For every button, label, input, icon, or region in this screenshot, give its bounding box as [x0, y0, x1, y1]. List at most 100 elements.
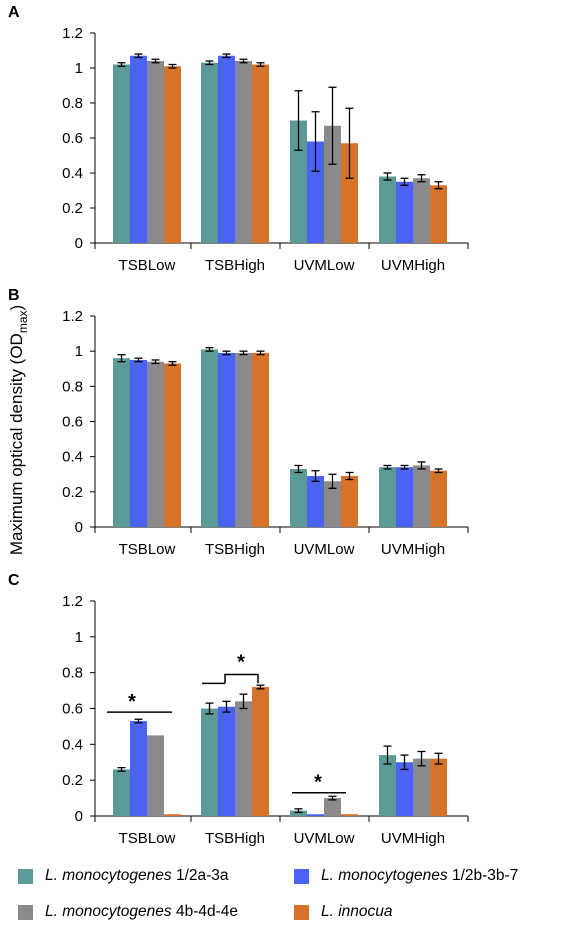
x-tick-label: TSBLow — [119, 830, 176, 847]
bar — [324, 798, 341, 816]
bar — [290, 468, 307, 527]
bar — [379, 755, 396, 816]
y-tick-label: 0 — [75, 519, 83, 536]
y-tick-label: 0.6 — [62, 414, 83, 431]
legend-swatch-4 — [294, 904, 309, 920]
legend-rest-1: 1/2a-3a — [171, 867, 229, 884]
panel-C: C 0 0.2 0.4 0.6 0.8 1 1.2 TSBLow TSBHigh UVMLow UVM… — [8, 572, 469, 847]
bar — [201, 349, 218, 527]
panel-A: A 0 0.2 0.4 0.6 0.8 1 1.2 TSBLow TSBHigh UVMLow UVM… — [8, 4, 469, 274]
legend-swatch-2 — [294, 868, 309, 884]
bar — [235, 61, 252, 243]
bar — [164, 66, 181, 243]
y-axis-label-suffix: ) — [7, 305, 26, 311]
bar — [379, 176, 396, 243]
x-tick-label: UVMLow — [294, 830, 355, 847]
bar — [341, 814, 358, 816]
bar — [252, 687, 269, 816]
y-tick-label: 1.2 — [62, 25, 83, 42]
bar — [413, 178, 430, 243]
bar — [396, 181, 413, 243]
legend-italic-4: L. innocua — [321, 903, 393, 920]
bar — [252, 64, 269, 243]
bar — [130, 55, 147, 243]
x-tick-label: TSBHigh — [205, 830, 265, 847]
bar — [164, 814, 181, 816]
bar — [396, 467, 413, 527]
bar — [218, 55, 235, 243]
bar — [307, 476, 324, 527]
x-tick-label: TSBLow — [119, 257, 176, 274]
bar — [147, 61, 164, 243]
legend: L. monocytogenes 1/2a-3a L. monocytogene… — [18, 864, 558, 934]
x-tick-label: TSBLow — [119, 541, 176, 558]
legend-italic-2: L. monocytogenes — [321, 867, 448, 884]
bar — [201, 708, 218, 816]
panel-label-C: C — [8, 572, 20, 589]
y-tick-label: 0.4 — [62, 449, 83, 466]
significance-star: * — [314, 772, 322, 794]
bar — [430, 185, 447, 243]
x-tick-label: UVMLow — [294, 541, 355, 558]
bar — [341, 143, 358, 243]
panel-B: B 0 0.2 0.4 0.6 0.8 1 1.2 TSBLow TSBHigh UVMLow UVM… — [8, 287, 469, 558]
legend-swatch-1 — [18, 868, 33, 884]
y-tick-label: 0.6 — [62, 701, 83, 718]
y-axis-label: Maximum optical density (ODmax) — [7, 305, 30, 555]
panel-label-B: B — [8, 287, 20, 304]
x-tick-label: TSBHigh — [205, 541, 265, 558]
y-tick-label: 1 — [75, 60, 83, 77]
bar — [235, 352, 252, 527]
bar — [113, 769, 130, 816]
legend-item-3: L. monocytogenes 4b-4d-4e — [18, 900, 238, 924]
y-tick-label: 0.8 — [62, 378, 83, 395]
bar — [290, 810, 307, 816]
bar — [307, 141, 324, 243]
bar — [201, 62, 218, 243]
significance-star: * — [128, 691, 136, 713]
y-tick-label: 0.2 — [62, 772, 83, 789]
x-tick-label: UVMLow — [294, 257, 355, 274]
bar — [341, 476, 358, 527]
x-tick-label: UVMHigh — [381, 541, 445, 558]
bar — [164, 363, 181, 527]
legend-item-4: L. innocua — [294, 900, 393, 924]
bar — [130, 359, 147, 527]
bar — [235, 701, 252, 816]
y-tick-label: 0.8 — [62, 95, 83, 112]
bar — [379, 467, 396, 527]
legend-swatch-3 — [18, 904, 33, 920]
bar — [413, 758, 430, 816]
bar — [113, 358, 130, 527]
legend-italic-1: L. monocytogenes — [45, 867, 172, 884]
figure: Maximum optical density (ODmax) A 0 0.2 0.4… — [7, 4, 469, 847]
bar — [252, 352, 269, 527]
y-axis-label-main: Maximum optical density (OD — [7, 333, 26, 555]
legend-italic-3: L. monocytogenes — [45, 903, 172, 920]
bar — [307, 814, 324, 816]
bar — [430, 470, 447, 527]
y-tick-label: 0.2 — [62, 200, 83, 217]
legend-item-2: L. monocytogenes 1/2b-3b-7 — [294, 864, 518, 888]
significance-star: * — [237, 651, 245, 673]
x-tick-label: UVMHigh — [381, 830, 445, 847]
bar — [396, 762, 413, 816]
x-tick-label: TSBHigh — [205, 257, 265, 274]
y-tick-label: 0.4 — [62, 736, 83, 753]
bar — [130, 721, 147, 816]
bar — [324, 481, 341, 527]
bar — [113, 64, 130, 243]
bar — [218, 352, 235, 527]
y-tick-label: 0.8 — [62, 665, 83, 682]
panels: A 0 0.2 0.4 0.6 0.8 1 1.2 TSBLow TSBHigh UVMLow UVM… — [8, 4, 469, 847]
x-tick-label: UVMHigh — [381, 257, 445, 274]
y-tick-label: 0 — [75, 235, 83, 252]
legend-rest-2: 1/2b-3b-7 — [447, 867, 519, 884]
bar — [218, 706, 235, 816]
bar — [290, 120, 307, 243]
y-tick-label: 1 — [75, 629, 83, 646]
legend-rest-3: 4b-4d-4e — [171, 903, 239, 920]
bar — [413, 465, 430, 527]
y-tick-label: 1 — [75, 343, 83, 360]
y-tick-label: 0 — [75, 808, 83, 825]
